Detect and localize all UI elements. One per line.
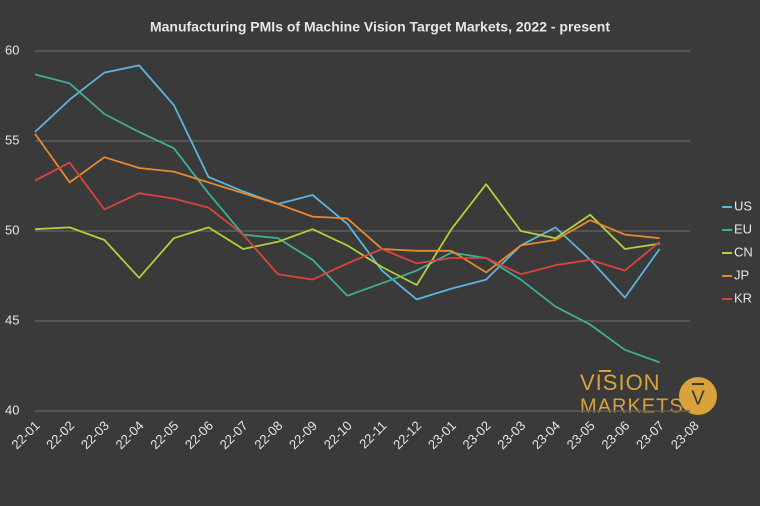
legend-label: JP (734, 267, 749, 282)
series-line (34, 64, 661, 301)
y-tick-label: 60 (5, 42, 19, 57)
y-tick-label: 45 (5, 312, 19, 327)
y-tick-label: 55 (5, 132, 19, 147)
chart-title: Manufacturing PMIs of Machine Vision Tar… (150, 19, 610, 35)
legend-label: CN (734, 244, 753, 259)
logo-circle (679, 377, 717, 415)
y-tick-label: 50 (5, 222, 19, 237)
logo-line2: MARKETS (580, 395, 684, 417)
series-line (34, 183, 660, 286)
legend-label: EU (734, 221, 752, 236)
legend-label: US (734, 198, 752, 213)
logo: VISION MARKETS V (580, 370, 717, 417)
logo-badge: V (691, 387, 705, 409)
series-line (34, 133, 660, 274)
series-line (34, 73, 660, 364)
y-tick-label: 40 (5, 402, 19, 417)
legend-label: KR (734, 290, 752, 305)
logo-line1: VISION (580, 370, 661, 395)
series-line (34, 161, 661, 281)
